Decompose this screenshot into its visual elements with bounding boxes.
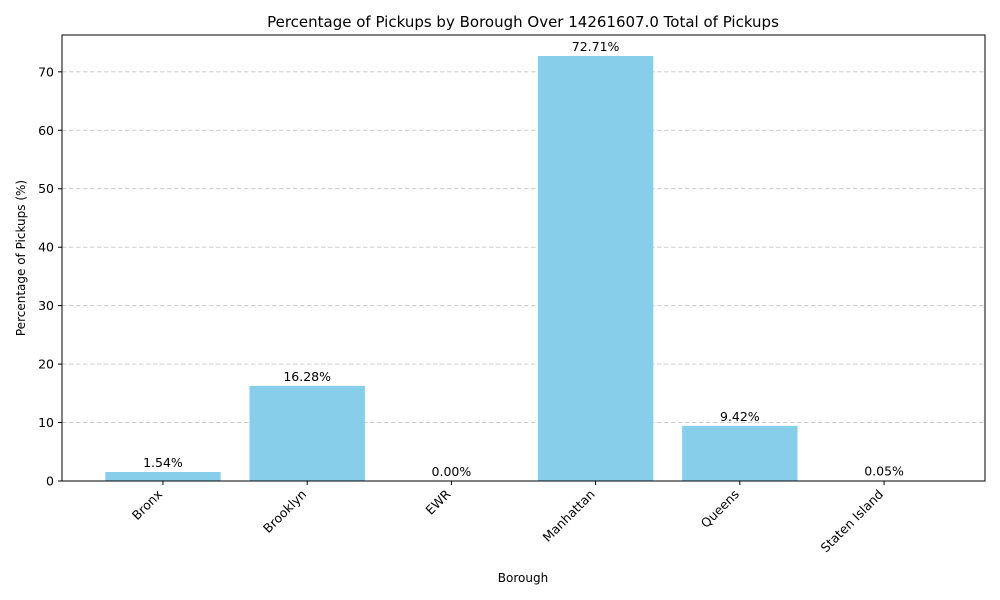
y-axis-label: Percentage of Pickups (%) [14, 180, 28, 336]
x-axis-ticks: Bronx Brooklyn EWR Manhattan Queens Staten Is… [129, 481, 886, 555]
x-tick-label: Bronx [129, 487, 165, 523]
y-tick-label: 10 [38, 415, 54, 430]
bar [249, 385, 365, 481]
data-label: 16.28% [283, 369, 331, 384]
bar [105, 471, 221, 481]
y-tick-label: 40 [38, 240, 54, 255]
y-tick-label: 20 [38, 357, 54, 372]
chart-title: Percentage of Pickups by Borough Over 14… [267, 13, 779, 31]
bar [537, 55, 654, 481]
x-tick-label: Brooklyn [260, 487, 309, 536]
data-label: 0.00% [432, 464, 472, 479]
data-labels: 1.54% 16.28% 0.00% 72.71% 9.42% 0.05% [143, 39, 904, 479]
y-tick-label: 30 [38, 298, 54, 313]
data-label: 1.54% [143, 455, 183, 470]
data-label: 9.42% [720, 409, 760, 424]
y-tick-label: 60 [38, 123, 54, 138]
y-tick-label: 50 [38, 181, 54, 196]
data-label: 0.05% [864, 464, 904, 479]
y-tick-label: 0 [46, 474, 54, 489]
x-tick-label: EWR [422, 486, 453, 517]
bar [682, 425, 798, 481]
data-label: 72.71% [572, 39, 620, 54]
x-axis-label: Borough [498, 571, 548, 585]
y-tick-label: 70 [38, 64, 54, 79]
axes-frame [61, 34, 986, 482]
x-tick-label: Manhattan [540, 487, 598, 545]
y-axis-ticks: 0 10 20 30 40 50 60 70 [38, 64, 62, 489]
bars [105, 55, 942, 481]
gridlines [62, 71, 985, 482]
x-tick-label: Queens [698, 487, 742, 531]
x-tick-label: Staten Island [817, 487, 886, 556]
